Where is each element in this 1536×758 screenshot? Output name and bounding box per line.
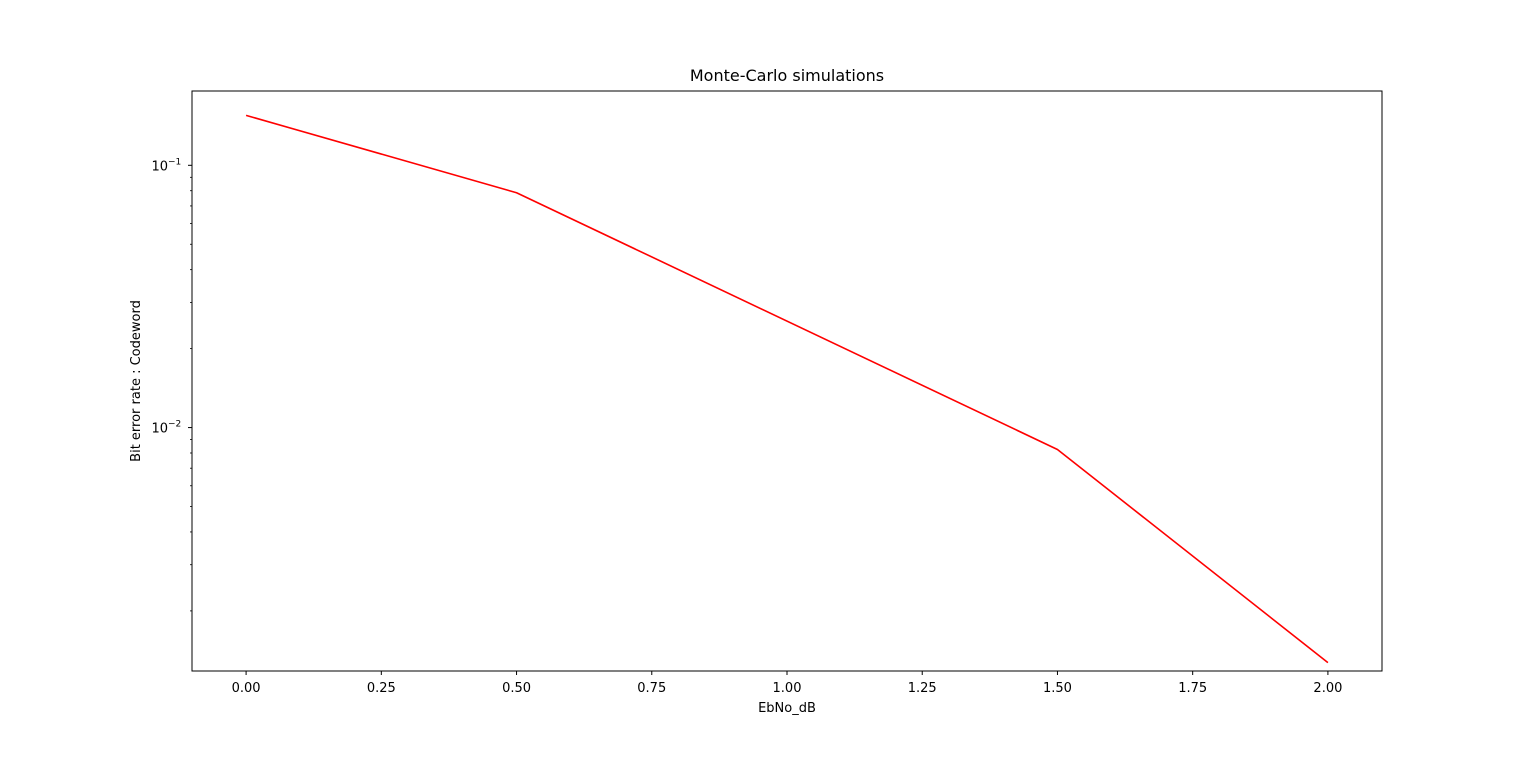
- y-tick-label-base: 10: [151, 159, 168, 174]
- x-tick-label: 0.75: [637, 681, 666, 696]
- x-tick-label: 2.00: [1313, 681, 1342, 696]
- y-tick-label: 10: [151, 422, 168, 437]
- x-tick-label: 1.50: [1043, 681, 1072, 696]
- y-axis-label: Bit error rate : Codeword: [129, 300, 144, 462]
- x-tick-label: 1.75: [1178, 681, 1207, 696]
- x-tick-label: 0.25: [367, 681, 396, 696]
- x-tick-label: 1.25: [908, 681, 937, 696]
- y-tick-label-base: 10: [151, 422, 168, 437]
- x-tick-label: 0.50: [502, 681, 531, 696]
- y-tick-label-exponent: −1: [168, 157, 181, 167]
- chart-title: Monte-Carlo simulations: [690, 66, 884, 85]
- x-tick-label: 1.00: [773, 681, 802, 696]
- x-tick-label: 0.00: [232, 681, 261, 696]
- x-axis-label: EbNo_dB: [758, 701, 816, 716]
- y-tick-label-exponent: −2: [168, 420, 181, 430]
- y-tick-label: 10: [151, 159, 168, 174]
